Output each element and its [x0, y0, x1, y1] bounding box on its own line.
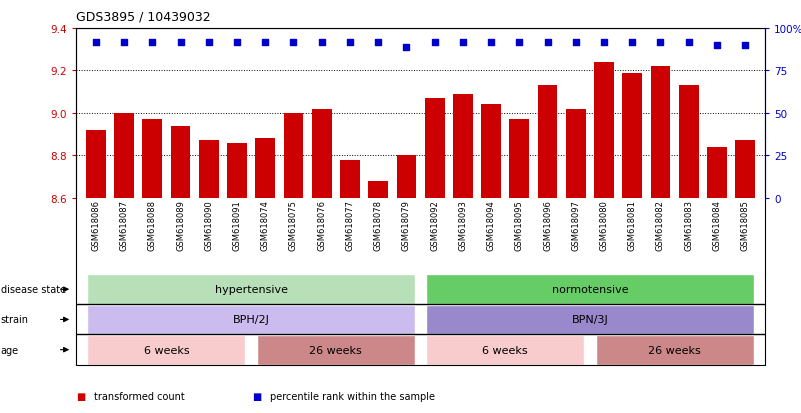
Bar	[594, 63, 614, 198]
Point	[174, 39, 187, 46]
Bar	[143, 120, 162, 198]
Text: hypertensive: hypertensive	[215, 285, 288, 294]
Text: strain: strain	[1, 315, 29, 325]
Point	[316, 39, 328, 46]
Text: BPH/2J: BPH/2J	[233, 315, 270, 325]
Point	[513, 39, 525, 46]
Bar	[537, 86, 557, 198]
Bar	[284, 114, 304, 198]
Text: ■: ■	[252, 392, 262, 401]
Bar	[199, 141, 219, 198]
Point	[372, 39, 384, 46]
Bar	[312, 109, 332, 198]
Point	[146, 39, 159, 46]
Text: 26 weeks: 26 weeks	[309, 345, 362, 355]
Bar	[707, 147, 727, 198]
Bar	[227, 143, 247, 198]
Point	[682, 39, 695, 46]
Bar	[115, 114, 134, 198]
Bar	[453, 95, 473, 198]
Bar	[566, 109, 586, 198]
Bar	[509, 120, 529, 198]
Text: 6 weeks: 6 weeks	[482, 345, 528, 355]
Bar	[86, 131, 106, 198]
Point	[429, 39, 441, 46]
Bar	[622, 74, 642, 198]
Text: percentile rank within the sample: percentile rank within the sample	[270, 392, 435, 401]
Point	[203, 39, 215, 46]
Point	[710, 43, 723, 49]
Text: disease state: disease state	[1, 285, 66, 294]
Text: age: age	[1, 345, 19, 355]
Text: 6 weeks: 6 weeks	[143, 345, 189, 355]
Point	[570, 39, 582, 46]
Bar	[256, 139, 275, 198]
Text: GDS3895 / 10439032: GDS3895 / 10439032	[76, 10, 211, 23]
Point	[344, 39, 356, 46]
Point	[654, 39, 667, 46]
Text: transformed count: transformed count	[94, 392, 184, 401]
Bar	[340, 160, 360, 198]
Bar	[735, 141, 755, 198]
Text: 26 weeks: 26 weeks	[648, 345, 701, 355]
Point	[231, 39, 244, 46]
Point	[739, 43, 751, 49]
Point	[598, 39, 610, 46]
Bar	[678, 86, 698, 198]
Bar	[368, 181, 388, 198]
Point	[400, 44, 413, 51]
Bar	[171, 126, 191, 198]
Point	[259, 39, 272, 46]
Point	[485, 39, 497, 46]
Bar	[396, 156, 417, 198]
Bar	[425, 99, 445, 198]
Point	[90, 39, 103, 46]
Bar	[481, 105, 501, 198]
Text: BPN/3J: BPN/3J	[572, 315, 608, 325]
Point	[457, 39, 469, 46]
Text: normotensive: normotensive	[552, 285, 628, 294]
Point	[287, 39, 300, 46]
Text: ■: ■	[76, 392, 86, 401]
Bar	[650, 67, 670, 198]
Point	[626, 39, 638, 46]
Point	[541, 39, 554, 46]
Point	[118, 39, 131, 46]
